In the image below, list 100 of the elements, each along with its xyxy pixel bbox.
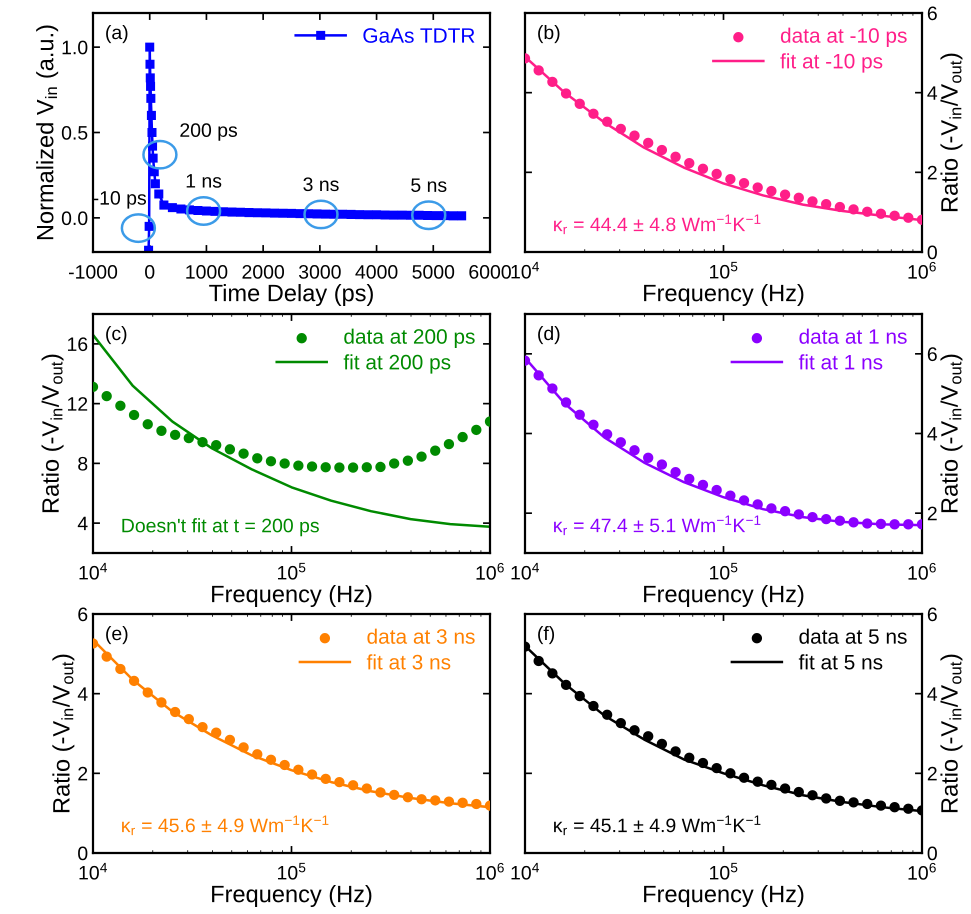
point [794,509,804,520]
point [471,424,482,436]
point [252,749,262,760]
annotation: 1 ns [186,174,222,188]
point [236,208,245,217]
annotation: (c) [106,326,126,344]
legend-label: data at 5 ns [799,628,907,644]
y-axis-title: Ratio (-V$_{in}$/V$_{out}$) [42,354,64,512]
point [320,462,331,472]
point [766,503,777,514]
point [698,480,708,490]
x-tick-label: 1000 [186,265,228,279]
point [156,426,167,436]
point [146,73,155,82]
point [574,410,585,420]
point [102,651,112,662]
point [252,453,262,464]
annotation: (d) [538,326,560,344]
point [402,456,414,466]
point [712,484,722,496]
point [862,206,872,217]
point [211,728,222,738]
point [862,518,872,529]
y2-tick-label: 2 [928,766,937,780]
point [338,210,348,219]
point [432,211,441,220]
x-tick-label: 10$^{5}$ [278,862,306,880]
point [227,208,236,217]
point [168,203,177,212]
y2-axis-title: Ratio (-V$_{in}$/V$_{out}$) [940,354,962,512]
point [547,668,558,678]
x-tick-label: 10$^{5}$ [278,562,306,580]
y2-tick-label: 4 [927,687,938,701]
point [266,456,276,466]
point [348,780,358,790]
point [159,200,168,210]
point [348,462,358,473]
point [238,742,249,753]
point [862,798,872,810]
point [146,82,156,91]
x-tick-label: 10$^{4}$ [80,862,108,880]
annotation: (e) [106,626,128,644]
point [457,211,466,220]
annotation: (b) [538,24,560,44]
point [457,798,468,808]
x-tick-label: 10$^{4}$ [80,562,108,580]
annotation: 200 ps [180,123,238,141]
point [738,178,750,188]
point [903,804,914,814]
point [752,182,763,193]
x-axis-title: Frequency (Hz) [644,885,804,908]
y-tick-label: 8 [78,456,88,471]
point [115,664,126,674]
point [389,790,400,800]
point [780,783,790,794]
point [270,208,279,218]
point [560,397,572,408]
legend-label: GaAs TDTR [363,28,474,43]
point [889,519,900,530]
point [602,710,612,720]
point [295,209,305,218]
annotation: (a) [106,24,128,44]
y2-tick-label: 0 [928,245,937,260]
point [684,474,694,484]
point [794,786,804,798]
y2-axis-title: Ratio (-V$_{in}$/V$_{out}$) [940,654,962,812]
point [616,718,626,728]
annotation: κ$_{r}$ = 44.4 ± 4.8 Wm$^{−1}$K$^{−1}$ [554,214,760,234]
point [629,445,640,456]
point [616,124,626,134]
point [293,764,304,775]
annotation: Doesn't fit at t = 200 ps [122,518,319,536]
point [656,459,668,470]
y2-tick-label: 4 [927,427,938,441]
y-tick-label: 4 [78,687,88,701]
point [402,792,414,802]
point [372,210,382,220]
point [889,802,900,812]
point [471,798,482,810]
legend-label: fit at -10 ps [780,53,882,73]
point [346,210,356,219]
point [286,208,296,218]
point [128,410,140,420]
point [115,400,126,411]
point [278,208,288,218]
point [197,437,208,448]
point [766,780,777,790]
point [102,391,112,402]
point [184,714,194,724]
legend-label: data at 200 ps [344,328,475,348]
point [752,499,763,510]
point [629,725,640,736]
point [320,774,331,784]
point [725,490,736,501]
point [698,758,708,768]
point [293,460,304,471]
annotation: κ$_{r}$ = 47.4 ± 5.1 Wm$^{−1}$K$^{−1}$ [554,516,760,536]
point [128,676,140,686]
legend-label: fit at 1 ns [798,354,882,370]
point [643,452,654,463]
